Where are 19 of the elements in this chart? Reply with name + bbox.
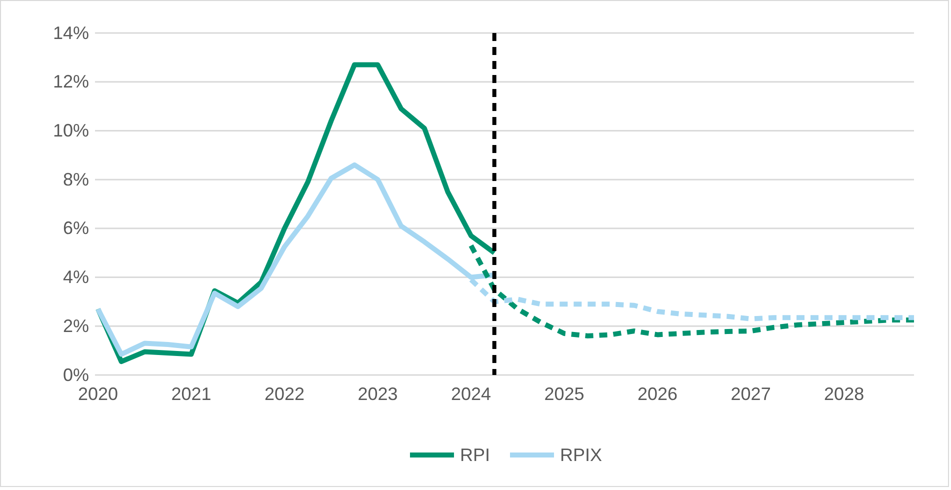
y-tick-label: 4% [62, 267, 89, 288]
legend-label: RPIX [560, 445, 602, 465]
y-tick-label: 8% [62, 169, 89, 190]
x-tick-label: 2024 [451, 384, 492, 404]
x-tick-label: 2023 [358, 384, 398, 404]
x-tick-label: 2020 [78, 384, 118, 404]
x-tick-label: 2022 [264, 384, 305, 404]
y-tick-label: 10% [52, 120, 89, 140]
y-tick-label: 0% [62, 364, 89, 385]
x-tick-label: 2028 [824, 384, 864, 404]
x-tick-label: 2025 [544, 384, 584, 404]
y-tick-label: 6% [62, 218, 89, 238]
x-tick-label: 2026 [638, 384, 678, 404]
y-tick-label: 12% [52, 72, 89, 92]
y-tick-label: 2% [62, 316, 89, 336]
legend-label: RPI [460, 445, 490, 465]
x-tick-label: 2027 [730, 384, 771, 404]
x-tick-label: 2021 [171, 384, 212, 404]
y-tick-label: 14% [52, 22, 89, 43]
